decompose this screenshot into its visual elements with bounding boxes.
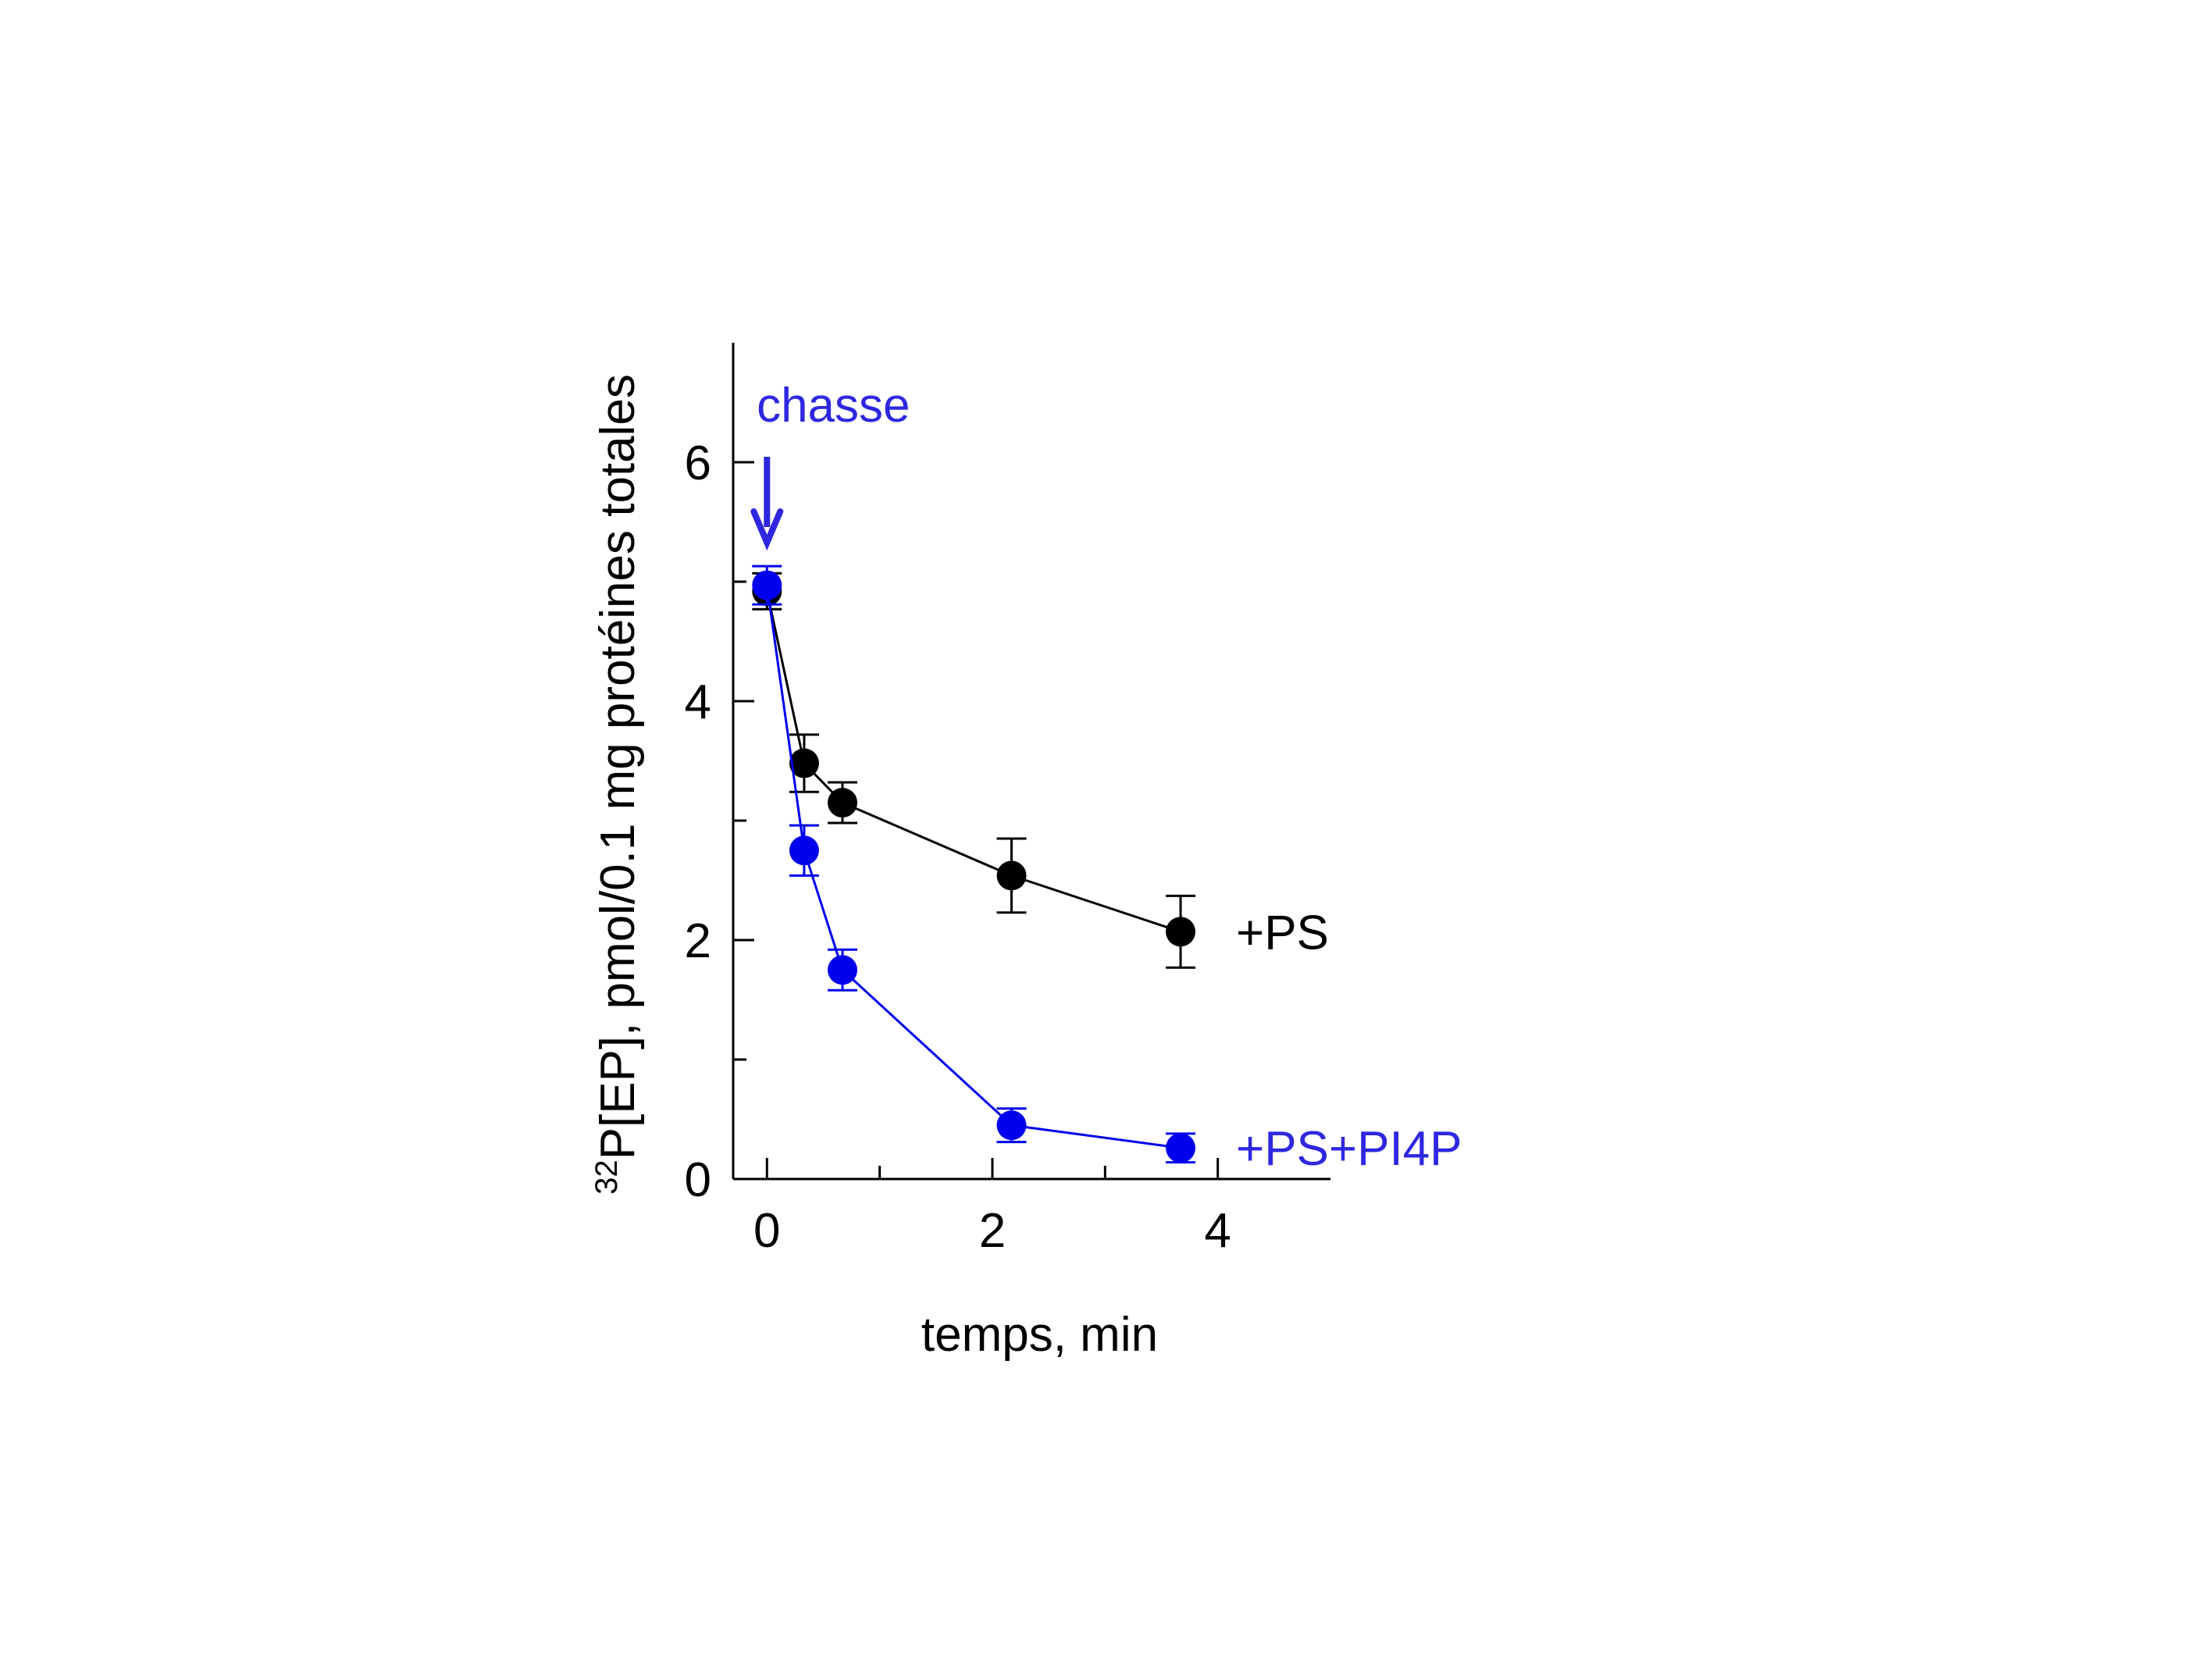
data-point (996, 1110, 1027, 1141)
data-point (1166, 917, 1196, 947)
x-axis-label: temps, min (921, 1308, 1158, 1362)
plot-area (752, 565, 1196, 1164)
chasse-annotation: chasse (757, 379, 910, 433)
y-tick-label: 2 (685, 914, 711, 968)
x-tick-label: 0 (753, 1204, 780, 1258)
axes: 0 2 4 6 0 2 4 (685, 343, 1330, 1258)
data-point (996, 860, 1027, 891)
y-tick-label: 6 (685, 436, 711, 490)
series-ps-pi4p (752, 565, 1196, 1164)
y-tick-label: 0 (685, 1153, 711, 1207)
y-axis-label: 32P[EP], pmol/0.1 mg protéines totales (590, 374, 645, 1195)
chasse-arrow-head (750, 508, 784, 551)
data-point (1166, 1133, 1196, 1163)
x-tick-label: 2 (979, 1204, 1006, 1258)
y-axis-label-text: P[EP], pmol/0.1 mg protéines totales (591, 374, 645, 1159)
x-tick-label: 4 (1204, 1204, 1231, 1258)
y-tick-label: 4 (685, 675, 711, 729)
labels: temps, min 32P[EP], pmol/0.1 mg protéines… (590, 374, 1462, 1362)
data-point (789, 835, 819, 866)
data-point (828, 788, 858, 818)
series-ps (752, 572, 1196, 969)
series-line (765, 585, 1181, 1149)
data-point (789, 748, 819, 778)
series-label: +PS (1236, 906, 1329, 960)
series-line (765, 590, 1181, 933)
series-label: +PS+PI4P (1236, 1122, 1462, 1176)
y-axis-label-superscript: 32 (590, 1159, 624, 1195)
data-point (828, 955, 858, 985)
data-point (752, 570, 782, 600)
